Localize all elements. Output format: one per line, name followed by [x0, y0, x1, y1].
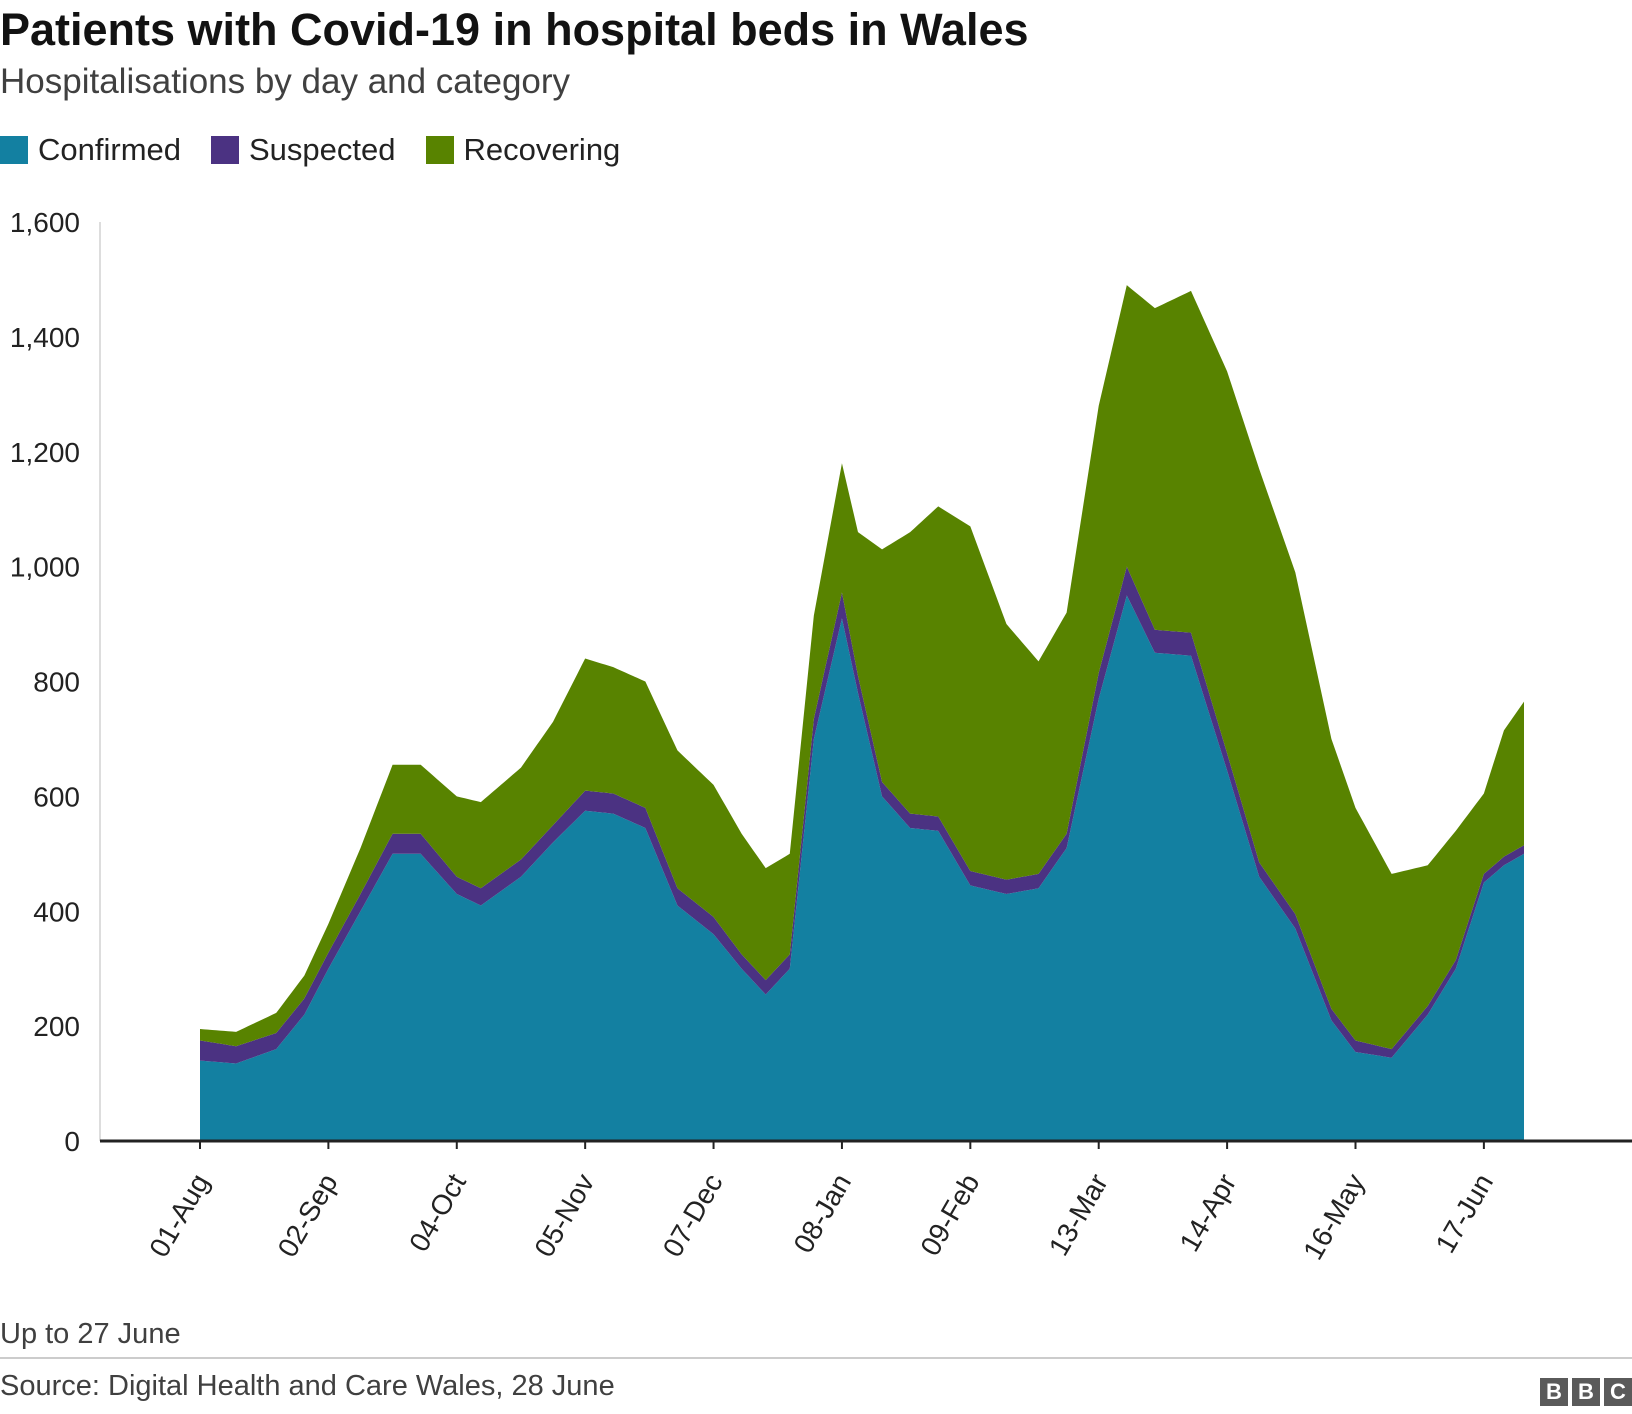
y-tick-label: 1,400	[10, 322, 80, 353]
legend-item-suspected: Suspected	[211, 132, 396, 168]
chart-title: Patients with Covid-19 in hospital beds …	[0, 4, 1029, 55]
y-tick-label: 600	[33, 781, 80, 812]
legend-label-confirmed: Confirmed	[38, 132, 181, 167]
bbc-logo-block-3: C	[1604, 1378, 1632, 1406]
y-tick-label: 400	[33, 896, 80, 927]
chart-area: 0 200 400 600 800 1,000 1,200 1,400 1,600 01-Aug…	[10, 207, 1632, 1265]
y-tick-label: 1,000	[10, 552, 80, 583]
y-tick-label: 800	[33, 667, 80, 698]
y-tick-label: 1,600	[10, 207, 80, 238]
chart-subtitle: Hospitalisations by day and category	[0, 62, 571, 101]
x-tick-label: 08-Jan	[787, 1169, 857, 1259]
x-tick-label: 13-Mar	[1043, 1169, 1114, 1261]
x-tick-label: 02-Sep	[272, 1169, 344, 1263]
x-tick-label: 14-Apr	[1173, 1169, 1242, 1257]
legend-item-confirmed: Confirmed	[0, 132, 181, 168]
x-tick-label: 01-Aug	[143, 1169, 215, 1263]
x-axis-ticks: 01-Aug 02-Sep 04-Oct 05-Nov 07-Dec 08-Jan 09-F…	[143, 1141, 1499, 1265]
legend-swatch-recovering	[425, 136, 454, 164]
y-tick-label: 200	[33, 1011, 80, 1042]
x-tick-label: 04-Oct	[403, 1168, 472, 1256]
x-tick-label: 16-May	[1297, 1169, 1371, 1265]
legend-item-recovering: Recovering	[425, 132, 621, 168]
x-tick-label: 07-Dec	[657, 1169, 729, 1263]
y-tick-label: 0	[64, 1126, 80, 1157]
series-area-recovering	[200, 285, 1524, 1050]
series-area-confirmed	[200, 595, 1524, 1141]
x-tick-label: 09-Feb	[914, 1169, 985, 1261]
chart-note: Up to 27 June	[0, 1318, 181, 1350]
y-axis-ticks: 0 200 400 600 800 1,000 1,200 1,400 1,600	[10, 207, 80, 1157]
bbc-logo: B B C	[1536, 1378, 1632, 1406]
legend-swatch-confirmed	[0, 136, 28, 164]
legend-swatch-suspected	[211, 136, 239, 164]
bbc-logo-block-1: B	[1540, 1378, 1568, 1406]
legend-label-recovering: Recovering	[463, 132, 621, 167]
series-areas	[200, 285, 1524, 1141]
x-tick-label: 05-Nov	[528, 1169, 600, 1263]
legend: Confirmed Suspected Recovering	[0, 132, 650, 168]
y-tick-label: 1,200	[10, 437, 80, 468]
x-tick-label: 17-Jun	[1429, 1169, 1499, 1259]
footer-divider	[0, 1357, 1632, 1359]
legend-label-suspected: Suspected	[249, 132, 396, 167]
source-text: Source: Digital Health and Care Wales, 2…	[0, 1370, 615, 1402]
bbc-logo-block-2: B	[1572, 1378, 1600, 1406]
